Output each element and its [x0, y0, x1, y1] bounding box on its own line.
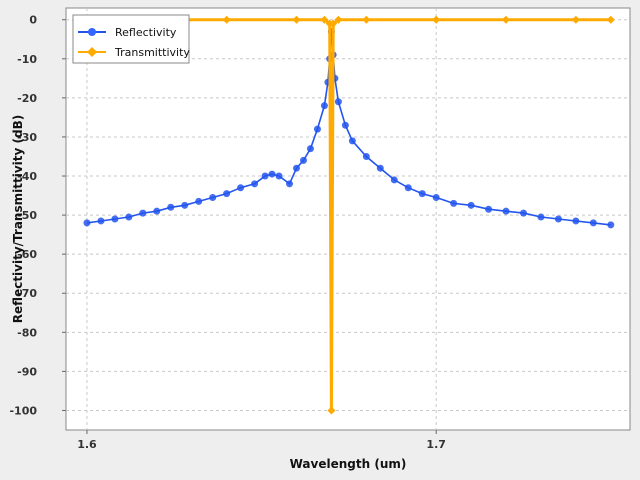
data-point: [306, 145, 314, 153]
data-point: [418, 190, 426, 198]
x-tick-label: 1.7: [426, 438, 446, 451]
data-point: [139, 209, 147, 217]
data-point: [376, 164, 384, 172]
data-point: [334, 98, 342, 106]
data-point: [83, 219, 91, 227]
data-point: [606, 15, 615, 24]
data-point: [467, 201, 475, 209]
y-tick-label: -40: [17, 170, 37, 183]
data-point: [537, 213, 545, 221]
y-tick-label: -100: [9, 404, 37, 417]
data-point: [362, 152, 370, 160]
data-point: [485, 205, 493, 213]
legend-reflectivity-marker: [88, 28, 96, 36]
data-point: [571, 15, 580, 24]
data-point: [404, 184, 412, 192]
legend-transmittivity-label: Transmittivity: [114, 46, 190, 59]
data-point: [341, 121, 349, 129]
data-point: [261, 172, 269, 180]
legend-transmittivity-marker: [87, 47, 97, 57]
data-point: [181, 201, 189, 209]
data-point: [554, 215, 562, 223]
y-tick-label: -20: [17, 92, 37, 105]
plot-area: [65, 7, 631, 431]
y-tick-label: -80: [17, 326, 37, 339]
y-tick-label: -70: [17, 287, 37, 300]
data-point: [502, 15, 511, 24]
legend: Reflectivity Transmittivity: [72, 14, 190, 64]
data-point: [299, 156, 307, 164]
data-point: [275, 172, 283, 180]
data-point: [223, 190, 231, 198]
data-point: [519, 209, 527, 217]
legend-reflectivity-label: Reflectivity: [115, 26, 177, 39]
y-tick-label: 0: [29, 14, 37, 27]
data-point: [251, 180, 259, 188]
data-point: [320, 15, 329, 24]
data-point: [450, 199, 458, 207]
data-point: [292, 15, 301, 24]
data-point: [362, 15, 371, 24]
data-point: [153, 207, 161, 215]
data-point: [329, 19, 338, 28]
y-tick-label: -90: [17, 365, 37, 378]
data-point: [111, 215, 119, 223]
data-point: [167, 203, 175, 211]
y-tick-label: -50: [17, 209, 37, 222]
x-tick-label: 1.6: [77, 438, 97, 451]
y-tick-label: -10: [17, 53, 37, 66]
data-point: [334, 15, 343, 24]
data-point: [313, 125, 321, 133]
series-line-transmittivity: [87, 18, 611, 411]
x-axis-label: Wavelength (um): [290, 457, 407, 471]
grid-layer: [66, 8, 630, 430]
data-point: [327, 406, 336, 415]
y-tick-label: -30: [17, 131, 37, 144]
data-point: [320, 102, 328, 110]
data-point: [607, 221, 615, 229]
data-point: [348, 137, 356, 145]
data-point: [589, 219, 597, 227]
y-tick-label: -60: [17, 248, 37, 261]
data-point: [209, 194, 217, 202]
data-point: [222, 15, 231, 24]
series-layer: [82, 15, 615, 415]
y-axis-label: Reflectivity/Transmittivity (dB): [11, 115, 25, 323]
data-point: [390, 176, 398, 184]
data-point: [432, 15, 441, 24]
ticks-layer: 0 -10 -20 -30 -40 -50 -60 -70 -80 -90 -100 1.6 1.7: [9, 14, 445, 451]
data-point: [237, 184, 245, 192]
data-point: [572, 217, 580, 225]
data-point: [292, 164, 300, 172]
data-point: [97, 217, 105, 225]
data-point: [432, 194, 440, 202]
data-point: [502, 207, 510, 215]
data-point: [286, 180, 294, 188]
data-point: [125, 213, 133, 221]
data-point: [195, 197, 203, 205]
data-point: [268, 170, 276, 178]
